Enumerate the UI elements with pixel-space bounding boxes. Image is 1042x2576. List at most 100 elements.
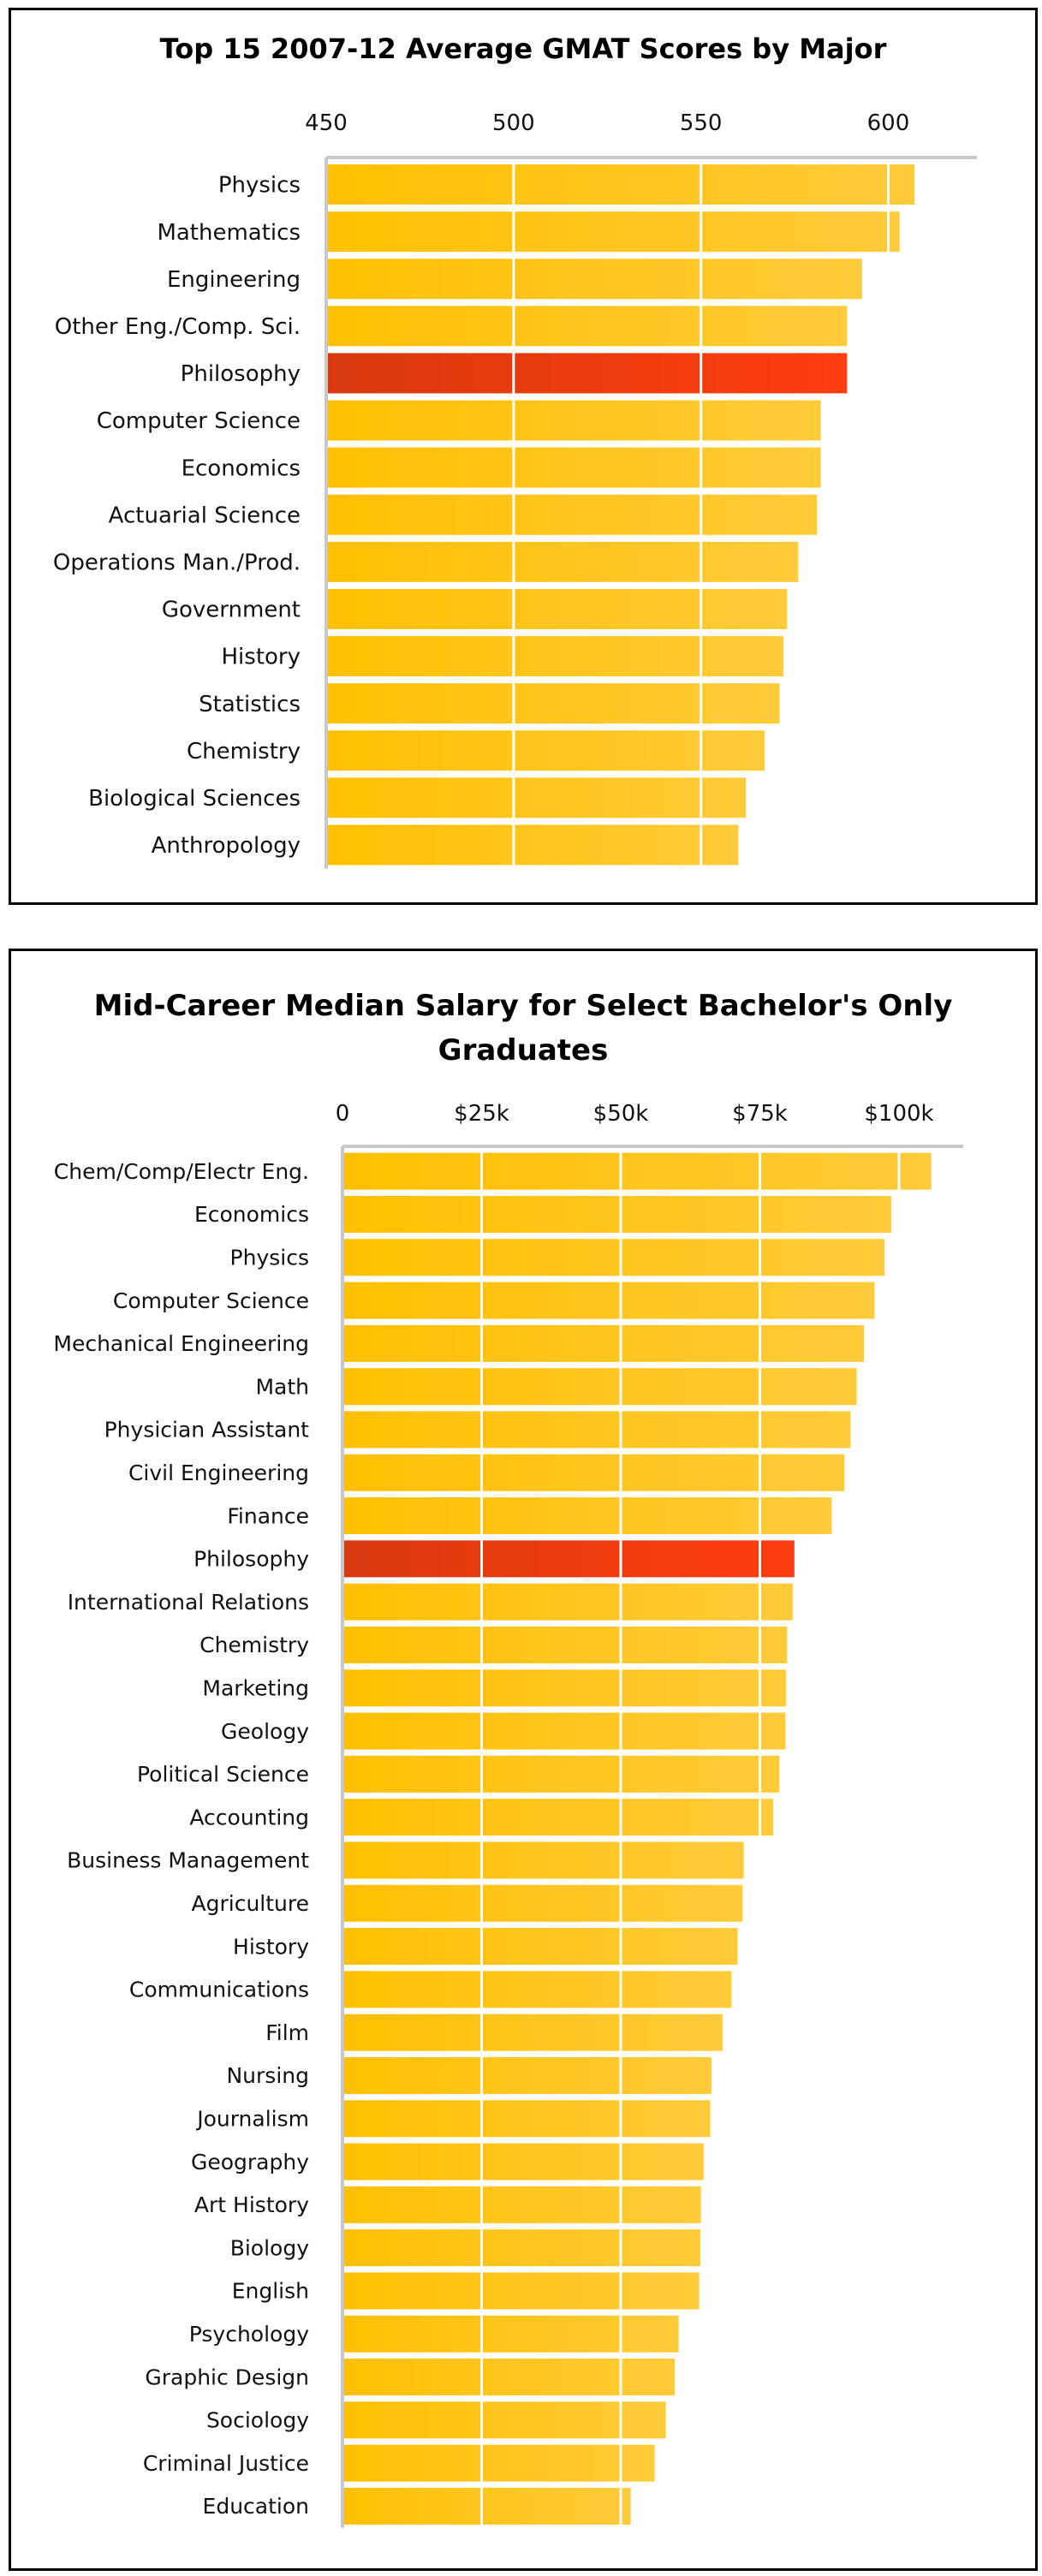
bar-philosophy bbox=[342, 1540, 795, 1578]
bar-psychology bbox=[342, 2315, 679, 2353]
category-label: Criminal Justice bbox=[143, 2451, 309, 2476]
category-labels: Physics Mathematics Engineering Other Eng./… bbox=[53, 173, 301, 859]
category-labels: Chem/Comp/Electr Eng. Economics Physics Com… bbox=[53, 1159, 309, 2519]
bar-geology bbox=[342, 1712, 786, 1750]
category-label: Finance bbox=[227, 1503, 309, 1528]
category-label: Statistics bbox=[199, 692, 301, 717]
bar-math bbox=[342, 1368, 857, 1406]
salary-chart-title: Mid-Career Median Salary for Select Bach… bbox=[93, 989, 953, 1068]
category-label: Physics bbox=[230, 1246, 309, 1270]
category-label: Computer Science bbox=[113, 1288, 309, 1313]
category-label: History bbox=[222, 645, 301, 670]
category-label: Chemistry bbox=[187, 739, 301, 764]
bar-film bbox=[342, 2014, 723, 2051]
category-label: Operations Man./Prod. bbox=[53, 550, 301, 575]
category-label: Education bbox=[203, 2494, 309, 2519]
gmat-bar-chart: Physics Mathematics Engineering Other Eng./… bbox=[53, 110, 977, 869]
category-label: Math bbox=[255, 1374, 309, 1399]
x-tick-label: $50k bbox=[593, 1101, 649, 1127]
category-label: Film bbox=[265, 2020, 309, 2045]
bar-economics bbox=[326, 447, 821, 488]
bar-art-history bbox=[342, 2186, 701, 2223]
bar-statistics bbox=[326, 683, 780, 724]
bar-sociology bbox=[342, 2401, 666, 2439]
category-label: Graphic Design bbox=[145, 2365, 309, 2389]
category-label: Physics bbox=[218, 173, 301, 199]
bar-mechanical-engineering bbox=[342, 1324, 865, 1362]
category-label: Marketing bbox=[202, 1676, 309, 1701]
bar-economics bbox=[342, 1195, 891, 1233]
gmat-chart-panel: Top 15 2007-12 Average GMAT Scores by Ma… bbox=[9, 8, 1038, 905]
category-label: International Relations bbox=[68, 1590, 309, 1615]
bar-operations-man-prod- bbox=[326, 541, 799, 582]
category-label: Political Science bbox=[137, 1762, 309, 1787]
bars bbox=[326, 164, 915, 866]
x-tick-label: 450 bbox=[305, 110, 348, 136]
x-tick-label: $75k bbox=[732, 1101, 788, 1127]
bar-accounting bbox=[342, 1799, 774, 1836]
x-tick-label: $25k bbox=[454, 1101, 509, 1127]
bar-government bbox=[326, 588, 788, 629]
bar-journalism bbox=[342, 2100, 711, 2138]
category-label: Mechanical Engineering bbox=[53, 1331, 309, 1356]
bar-communications bbox=[342, 1971, 732, 2008]
bar-geography bbox=[342, 2143, 704, 2180]
category-label: Geography bbox=[191, 2150, 309, 2174]
bar-chem-comp-electr-eng- bbox=[342, 1152, 932, 1190]
category-label: Philosophy bbox=[181, 361, 301, 387]
category-label: Philosophy bbox=[194, 1547, 309, 1572]
category-label: Mathematics bbox=[157, 220, 301, 246]
x-tick-label: $100k bbox=[864, 1101, 933, 1127]
bar-agriculture bbox=[342, 1884, 743, 1922]
bar-civil-engineering bbox=[342, 1454, 845, 1491]
category-label: Economics bbox=[194, 1202, 309, 1227]
category-label: Journalism bbox=[195, 2107, 309, 2132]
bar-international-relations bbox=[342, 1583, 793, 1621]
bar-marketing bbox=[342, 1669, 787, 1707]
category-label: English bbox=[232, 2279, 309, 2304]
salary-bar-chart: Chem/Comp/Electr Eng. Economics Physics Com… bbox=[53, 1101, 963, 2528]
bar-physics bbox=[326, 164, 915, 205]
bar-business-management bbox=[342, 1841, 744, 1879]
bar-physics bbox=[342, 1239, 885, 1276]
category-label: Communications bbox=[129, 1978, 309, 2002]
bar-actuarial-science bbox=[326, 494, 818, 535]
category-label: Other Eng./Comp. Sci. bbox=[55, 314, 301, 340]
category-label: Sociology bbox=[206, 2408, 309, 2433]
bar-political-science bbox=[342, 1755, 780, 1793]
bar-other-eng-comp-sci- bbox=[326, 306, 848, 347]
category-label: Nursing bbox=[226, 2063, 309, 2088]
gmat-chart-title: Top 15 2007-12 Average GMAT Scores by Ma… bbox=[159, 33, 887, 65]
bar-finance bbox=[342, 1497, 832, 1535]
bar-chemistry bbox=[342, 1626, 788, 1663]
category-label: Biology bbox=[230, 2235, 310, 2260]
x-tick-label: 550 bbox=[680, 110, 723, 136]
category-label: Government bbox=[162, 598, 301, 623]
category-label: Agriculture bbox=[192, 1891, 310, 1916]
category-label: Actuarial Science bbox=[109, 503, 301, 528]
bar-computer-science bbox=[326, 400, 821, 441]
x-tick-label: 0 bbox=[336, 1101, 350, 1127]
category-label: History bbox=[233, 1934, 309, 1959]
gridlines-overlay bbox=[480, 1150, 901, 2528]
category-label: Physician Assistant bbox=[104, 1418, 310, 1443]
category-label: Biological Sciences bbox=[88, 786, 301, 812]
bar-history bbox=[342, 1928, 738, 1966]
category-label: Chem/Comp/Electr Eng. bbox=[54, 1159, 309, 1184]
bar-english bbox=[342, 2272, 700, 2310]
bar-biology bbox=[342, 2229, 700, 2267]
x-tick-label: 600 bbox=[867, 110, 910, 136]
category-label: Geology bbox=[221, 1719, 309, 1744]
x-tick-label: 500 bbox=[492, 110, 535, 136]
bar-nursing bbox=[342, 2056, 712, 2094]
category-label: Engineering bbox=[167, 267, 301, 293]
category-label: Economics bbox=[182, 455, 301, 481]
category-label: Computer Science bbox=[97, 408, 301, 434]
bars bbox=[342, 1152, 932, 2525]
bar-biological-sciences bbox=[326, 777, 747, 818]
bar-education bbox=[342, 2487, 631, 2525]
salary-chart-panel: Mid-Career Median Salary for Select Bach… bbox=[9, 949, 1038, 2571]
tick-labels: 0 $25k $50k $75k $100k bbox=[336, 1101, 934, 1127]
bar-graphic-design bbox=[342, 2359, 676, 2396]
bar-mathematics bbox=[326, 211, 900, 253]
